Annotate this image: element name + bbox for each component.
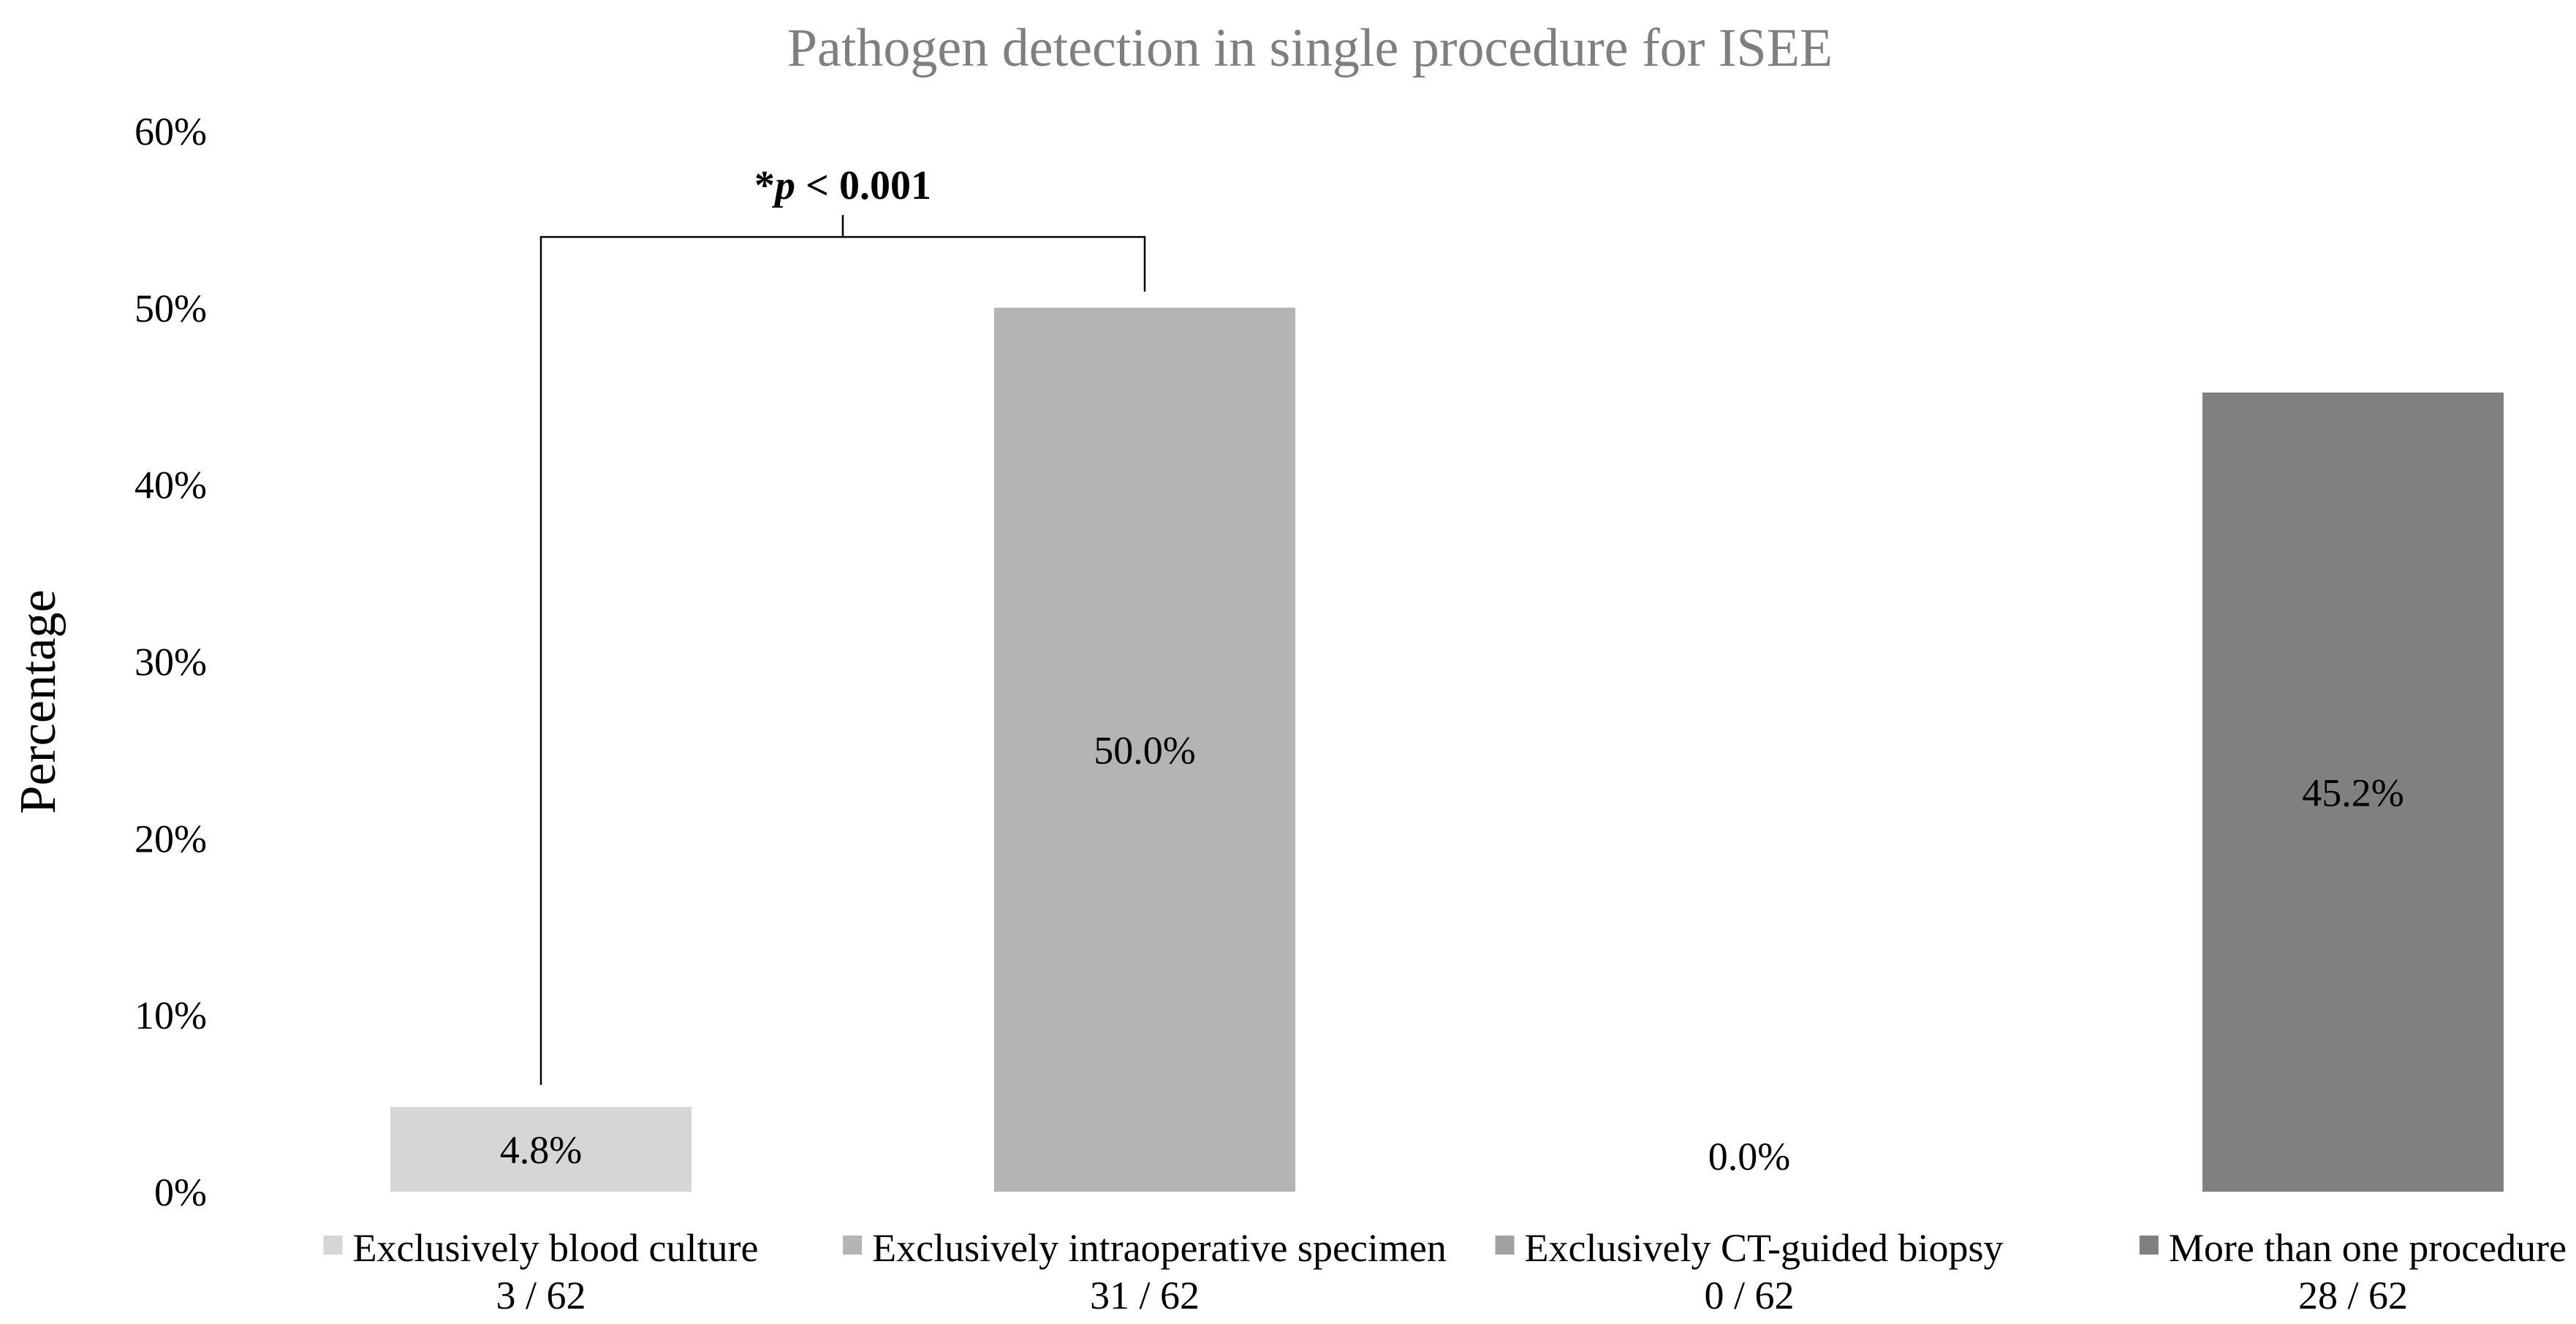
- y-tick-label: 30%: [135, 640, 207, 684]
- category-swatch: [323, 1236, 343, 1255]
- chart-title: Pathogen detection in single procedure f…: [787, 18, 1833, 78]
- data-label: 0.0%: [1708, 1135, 1790, 1179]
- category-name: Exclusively intraoperative specimen: [872, 1226, 1447, 1270]
- annotations: *p < 0.001: [539, 163, 1146, 1085]
- y-axis-title: Percentage: [10, 589, 67, 814]
- data-label: 4.8%: [500, 1128, 582, 1172]
- category-swatch: [843, 1236, 863, 1255]
- y-axis-ticks: 0% 10% 20% 30% 40% 50% 60%: [135, 110, 207, 1214]
- y-tick-label: 60%: [135, 110, 207, 154]
- data-label: 45.2%: [2302, 771, 2403, 814]
- y-tick-label: 40%: [135, 464, 207, 507]
- bar: [390, 1106, 692, 1192]
- significance-label: *p < 0.001: [754, 163, 931, 208]
- category-count: 31 / 62: [1090, 1274, 1200, 1317]
- category-name: Exclusively blood culture: [353, 1226, 759, 1270]
- bars: [390, 307, 2504, 1192]
- category-count: 0 / 62: [1704, 1274, 1794, 1317]
- bar: [994, 307, 1295, 1192]
- category-count: 3 / 62: [496, 1274, 586, 1317]
- y-tick-label: 20%: [135, 817, 207, 860]
- data-label: 50.0%: [1094, 728, 1195, 772]
- y-tick-label: 10%: [135, 994, 207, 1037]
- category-name: Exclusively CT-guided biopsy: [1525, 1226, 2004, 1270]
- y-tick-label: 0%: [154, 1170, 207, 1214]
- data-labels: 4.8% 50.0% 0.0% 45.2%: [500, 728, 2404, 1179]
- bar: [2202, 392, 2504, 1192]
- category-count: 28 / 62: [2298, 1274, 2408, 1317]
- y-tick-label: 50%: [135, 287, 207, 330]
- category-name: More than one procedure: [2169, 1226, 2566, 1270]
- category-swatch: [1495, 1236, 1515, 1255]
- category-swatch: [2139, 1236, 2159, 1255]
